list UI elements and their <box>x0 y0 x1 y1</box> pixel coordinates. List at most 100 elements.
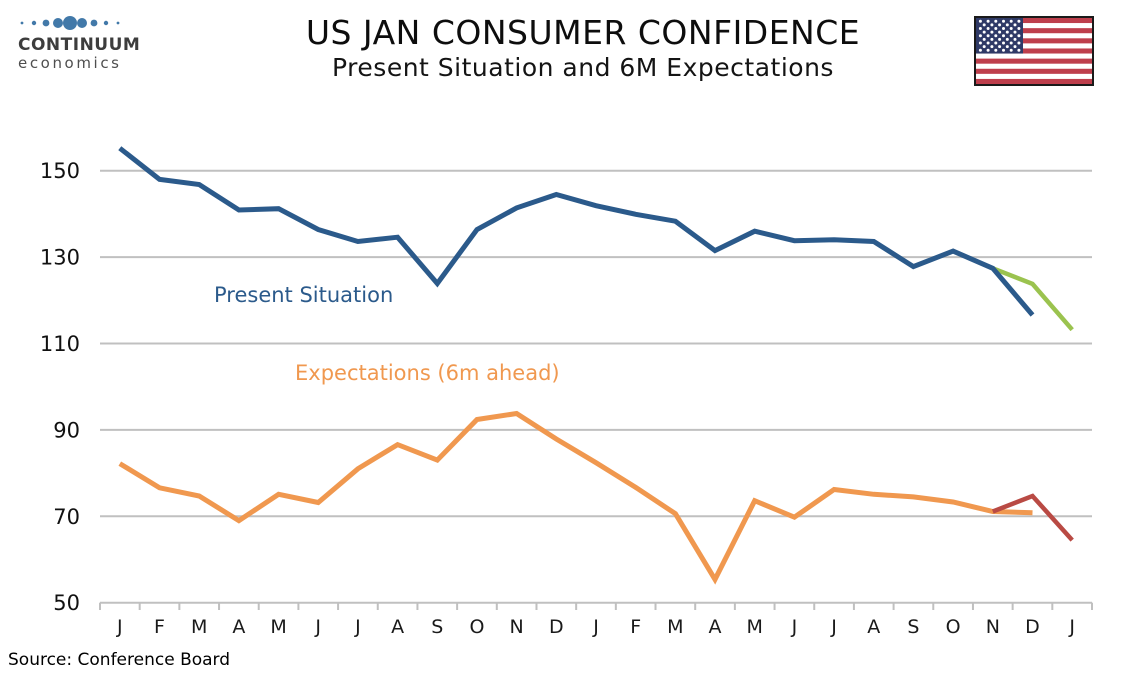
logo-dot <box>20 21 24 25</box>
flag-star <box>986 34 990 38</box>
x-axis-label: S <box>907 616 919 638</box>
logo-dot <box>63 16 77 30</box>
flag-star <box>1017 48 1021 52</box>
flag-star <box>990 37 994 41</box>
flag-star <box>1017 19 1021 23</box>
x-axis-label: M <box>270 616 286 638</box>
x-axis-label: J <box>314 616 321 638</box>
source-note: Source: Conference Board <box>8 650 231 670</box>
flag-star <box>1002 19 1005 23</box>
flag-star <box>978 19 982 23</box>
flag-star <box>982 30 986 34</box>
x-axis-label: A <box>391 616 404 638</box>
flag-star <box>1017 34 1021 38</box>
x-axis-label: M <box>191 616 207 638</box>
flag-star <box>994 19 998 23</box>
x-axis-label: N <box>986 616 1000 638</box>
chart-subtitle: Present Situation and 6M Expectations <box>332 52 834 82</box>
flag-stripe <box>976 43 1092 49</box>
logo-dot <box>42 19 50 27</box>
x-axis-label: J <box>1068 616 1075 638</box>
expectations-6m-latest-line <box>991 493 1074 542</box>
continuum-logo: CONTINUUM economics <box>18 10 148 72</box>
flag-border <box>974 16 1094 86</box>
x-axis-label: J <box>354 616 361 638</box>
flag-star <box>998 23 1002 27</box>
flag-star <box>1013 37 1017 41</box>
flag-stripe <box>976 63 1092 70</box>
flag-star <box>994 34 998 38</box>
x-axis-label: F <box>630 616 641 638</box>
chart-title: US JAN CONSUMER CONFIDENCE <box>305 13 861 52</box>
flag-star <box>994 41 998 45</box>
y-axis-label: 150 <box>40 159 80 183</box>
present-situation-line <box>118 146 1035 317</box>
logo-dots-icon <box>20 16 120 30</box>
flag-stripe <box>976 78 1092 85</box>
flag-stripe <box>976 48 1092 54</box>
flag-stripe <box>976 18 1092 24</box>
logo-tagline: economics <box>18 53 122 72</box>
y-axis-label: 90 <box>53 418 80 442</box>
x-axis-label: J <box>592 616 599 638</box>
flag-star <box>994 48 998 52</box>
x-axis-label: M <box>667 616 683 638</box>
y-axis-label: 50 <box>53 591 80 615</box>
logo-dot <box>77 18 87 28</box>
flag-star <box>1013 23 1017 27</box>
logo-name: CONTINUUM <box>18 35 141 55</box>
y-axis-label: 70 <box>53 505 80 529</box>
flag-stripe <box>976 33 1092 39</box>
flag-star <box>1017 41 1021 45</box>
y-axis-label: 110 <box>40 332 80 356</box>
flag-star <box>978 41 982 45</box>
flag-stripe <box>976 53 1092 59</box>
flag-star <box>978 48 982 52</box>
expectations-label: Expectations (6m ahead) <box>295 361 560 385</box>
flag-star <box>1005 30 1009 34</box>
flag-star <box>986 41 990 45</box>
flag-stripe <box>976 68 1092 75</box>
flag-star <box>986 19 990 23</box>
flag-star <box>1002 48 1005 52</box>
flag-stripe <box>976 58 1092 64</box>
x-axis-label: J <box>830 616 837 638</box>
flag-star <box>1002 41 1005 45</box>
flag-star <box>1013 45 1017 49</box>
flag-star <box>990 30 994 34</box>
expectations-6m-line <box>118 410 1033 585</box>
flag-star <box>1005 45 1009 49</box>
flag-star <box>1009 41 1013 45</box>
flag-star <box>998 37 1002 41</box>
x-axis-label: S <box>431 616 443 638</box>
x-axis-label: D <box>549 616 564 638</box>
x-axis-label: D <box>1025 616 1040 638</box>
flag-star <box>982 37 986 41</box>
flag-star <box>978 27 982 31</box>
flag-star <box>978 34 982 38</box>
flag-star <box>1009 48 1013 52</box>
x-axis-label: A <box>709 616 722 638</box>
flag-star <box>1009 27 1013 31</box>
x-axis-label: F <box>154 616 165 638</box>
flag-star <box>998 30 1002 34</box>
logo-dot <box>90 19 98 27</box>
flag-star <box>1009 19 1013 23</box>
flag-star <box>1009 34 1013 38</box>
flag-star <box>1002 27 1005 31</box>
logo-dot <box>103 20 109 26</box>
header-titles: US JAN CONSUMER CONFIDENCE Present Situa… <box>32 14 1134 83</box>
logo-dot <box>53 18 63 28</box>
x-axis-label: N <box>510 616 524 638</box>
flag-star <box>982 23 986 27</box>
flag-star <box>986 27 990 31</box>
x-axis-label: A <box>232 616 245 638</box>
flag-star <box>982 45 986 49</box>
flag-stripe <box>976 28 1092 34</box>
flag-stripe <box>976 23 1092 29</box>
flag-star <box>990 45 994 49</box>
flag-stripe <box>976 38 1092 44</box>
present-situation-latest-line <box>991 266 1074 332</box>
x-axis-label: O <box>946 616 961 638</box>
